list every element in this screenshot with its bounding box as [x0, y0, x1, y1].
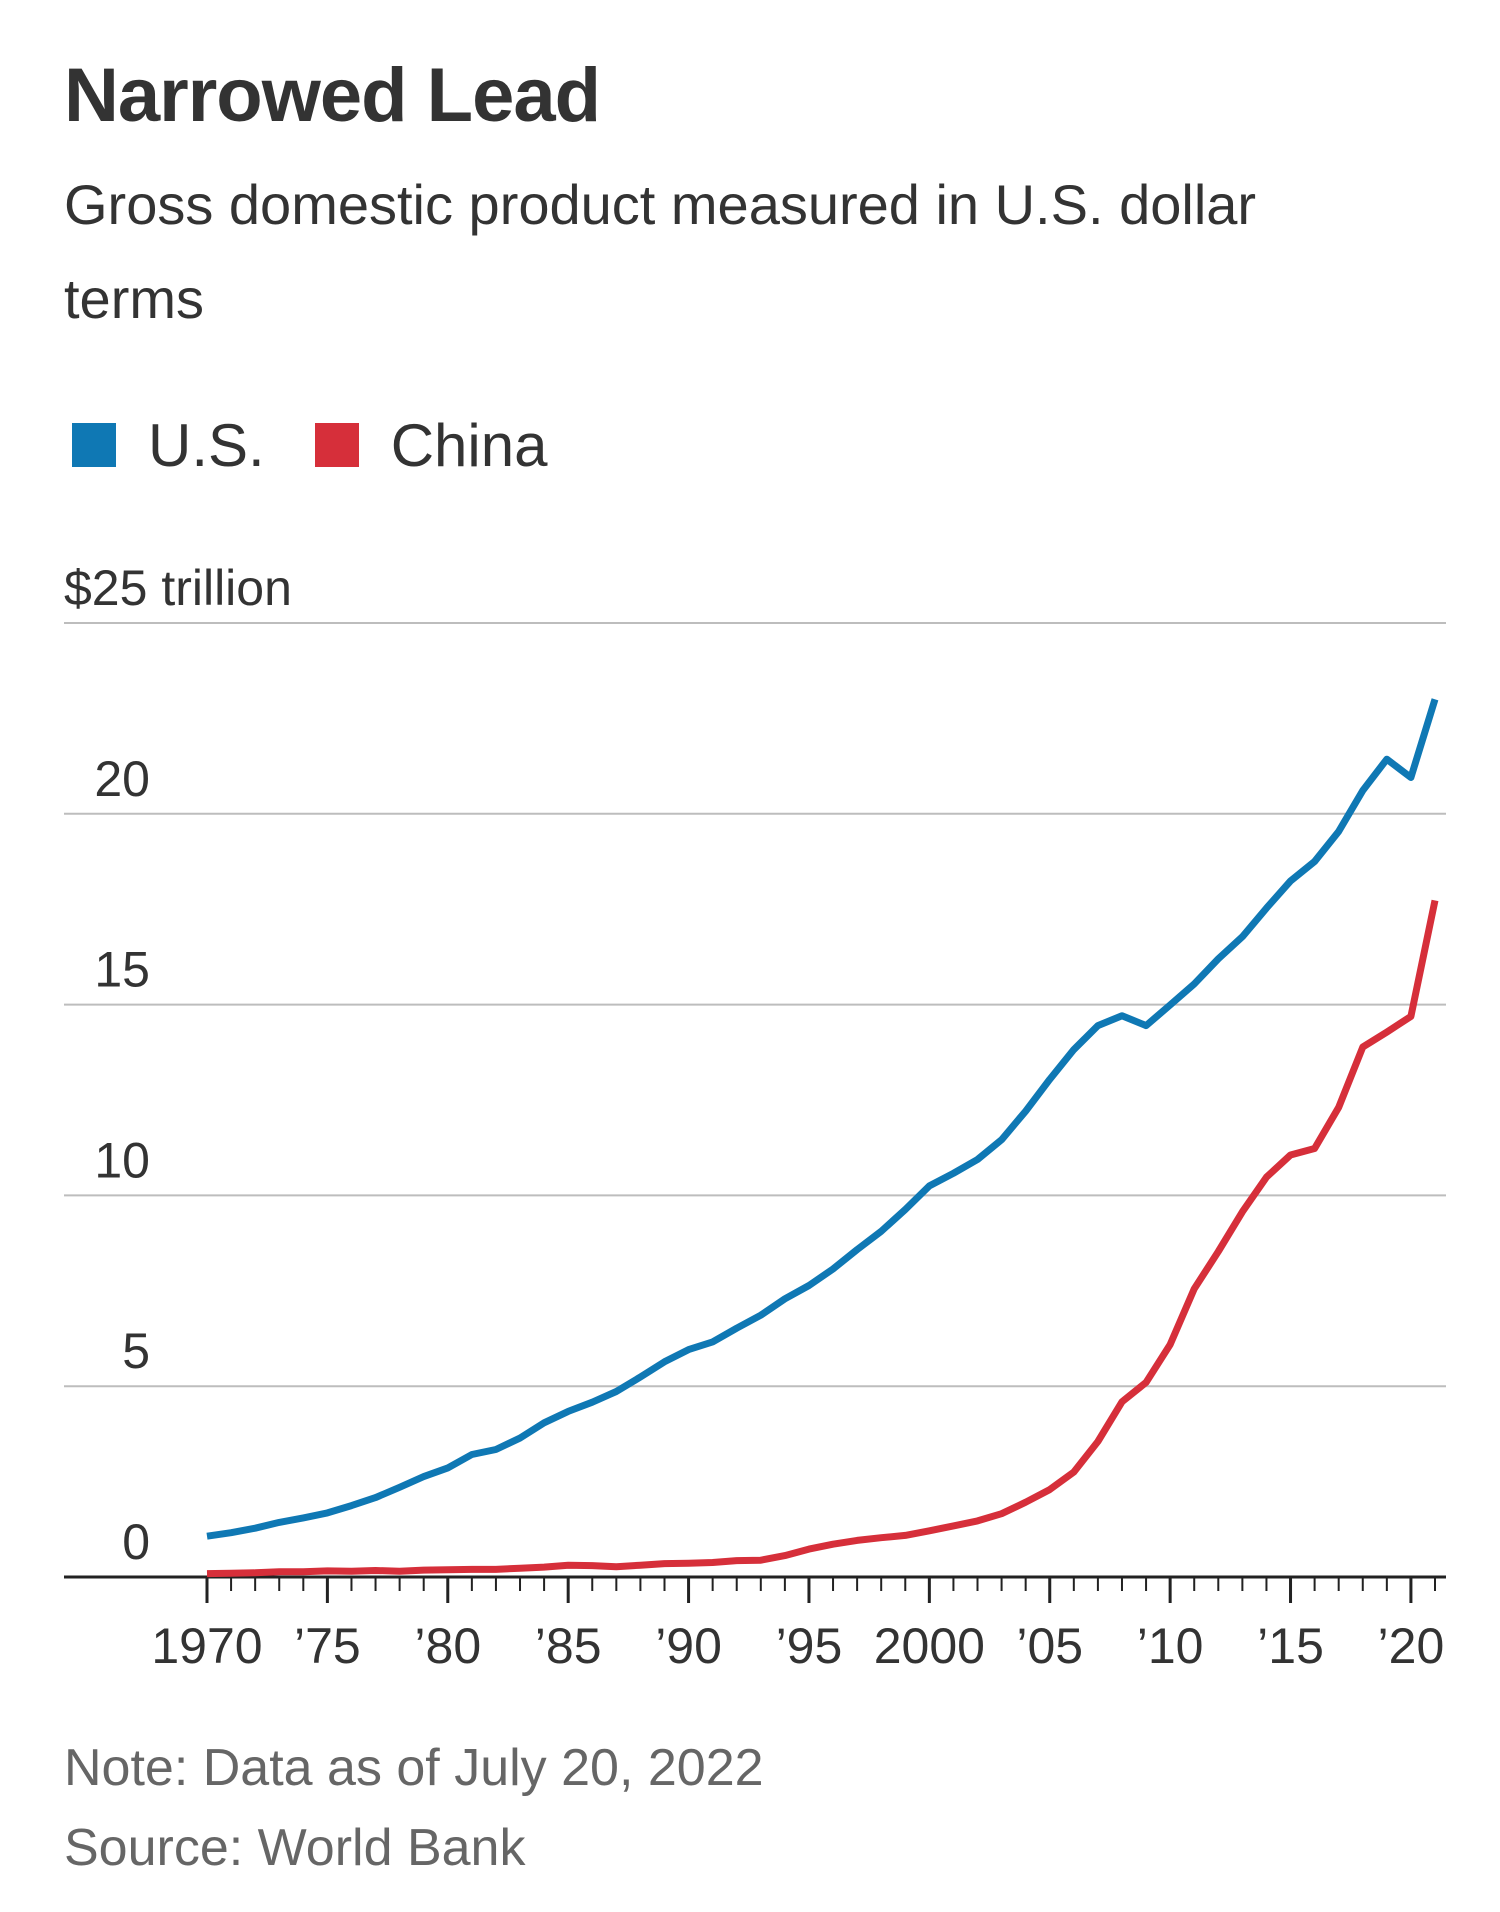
y-tick-label: 5	[122, 1323, 150, 1379]
legend-label-us: U.S.	[148, 411, 265, 479]
x-tick-label: ’90	[655, 1618, 722, 1674]
x-tick-label: ’80	[414, 1618, 481, 1674]
x-tick-label: ’20	[1378, 1618, 1445, 1674]
chart-subtitle: Gross domestic product measured in U.S. …	[64, 173, 1257, 330]
y-tick-label: 0	[122, 1514, 150, 1570]
x-tick-label: ’10	[1137, 1618, 1204, 1674]
legend-label-china: China	[390, 411, 548, 479]
gridlines	[64, 622, 1446, 1388]
x-tick-label: ’05	[1016, 1618, 1083, 1674]
y-tick-label: 15	[94, 942, 150, 998]
x-tick-label: ’75	[294, 1618, 361, 1674]
x-tick-label: 1970	[151, 1618, 262, 1674]
legend-swatch-us	[72, 423, 116, 467]
x-tick-label: ’15	[1257, 1618, 1324, 1674]
y-tick-label: 10	[94, 1132, 150, 1188]
legend-swatch-china	[314, 423, 359, 467]
x-axis: 1970 ’75 ’80 ’85 ’90 ’95 2000 ’05 ’10 ’15 ’20	[64, 1575, 1446, 1674]
x-tick-label: ’95	[776, 1618, 843, 1674]
series-line-us	[206, 698, 1439, 1540]
x-tick-label: ’85	[535, 1618, 602, 1674]
series-line-china	[206, 899, 1439, 1578]
series-lines	[206, 698, 1439, 1578]
legend-item-china: China	[314, 411, 548, 480]
legend: U.S. China	[72, 410, 597, 480]
x-tick-label: 2000	[874, 1618, 985, 1674]
line-chart: 0 5 10 15 20 $25 trillion 1970 ’75 ’80 ’85 ’90 ’95…	[64, 560, 1446, 1674]
chart-title: Narrowed Lead	[64, 53, 601, 138]
chart-source: Source: World Bank	[64, 1819, 526, 1877]
y-axis-tick-labels: 0 5 10 15 20 $25 trillion	[64, 560, 292, 1570]
legend-item-us: U.S.	[72, 411, 265, 480]
y-tick-label: 20	[94, 751, 150, 807]
y-tick-label: $25 trillion	[64, 560, 292, 616]
chart-note: Note: Data as of July 20, 2022	[64, 1739, 764, 1797]
